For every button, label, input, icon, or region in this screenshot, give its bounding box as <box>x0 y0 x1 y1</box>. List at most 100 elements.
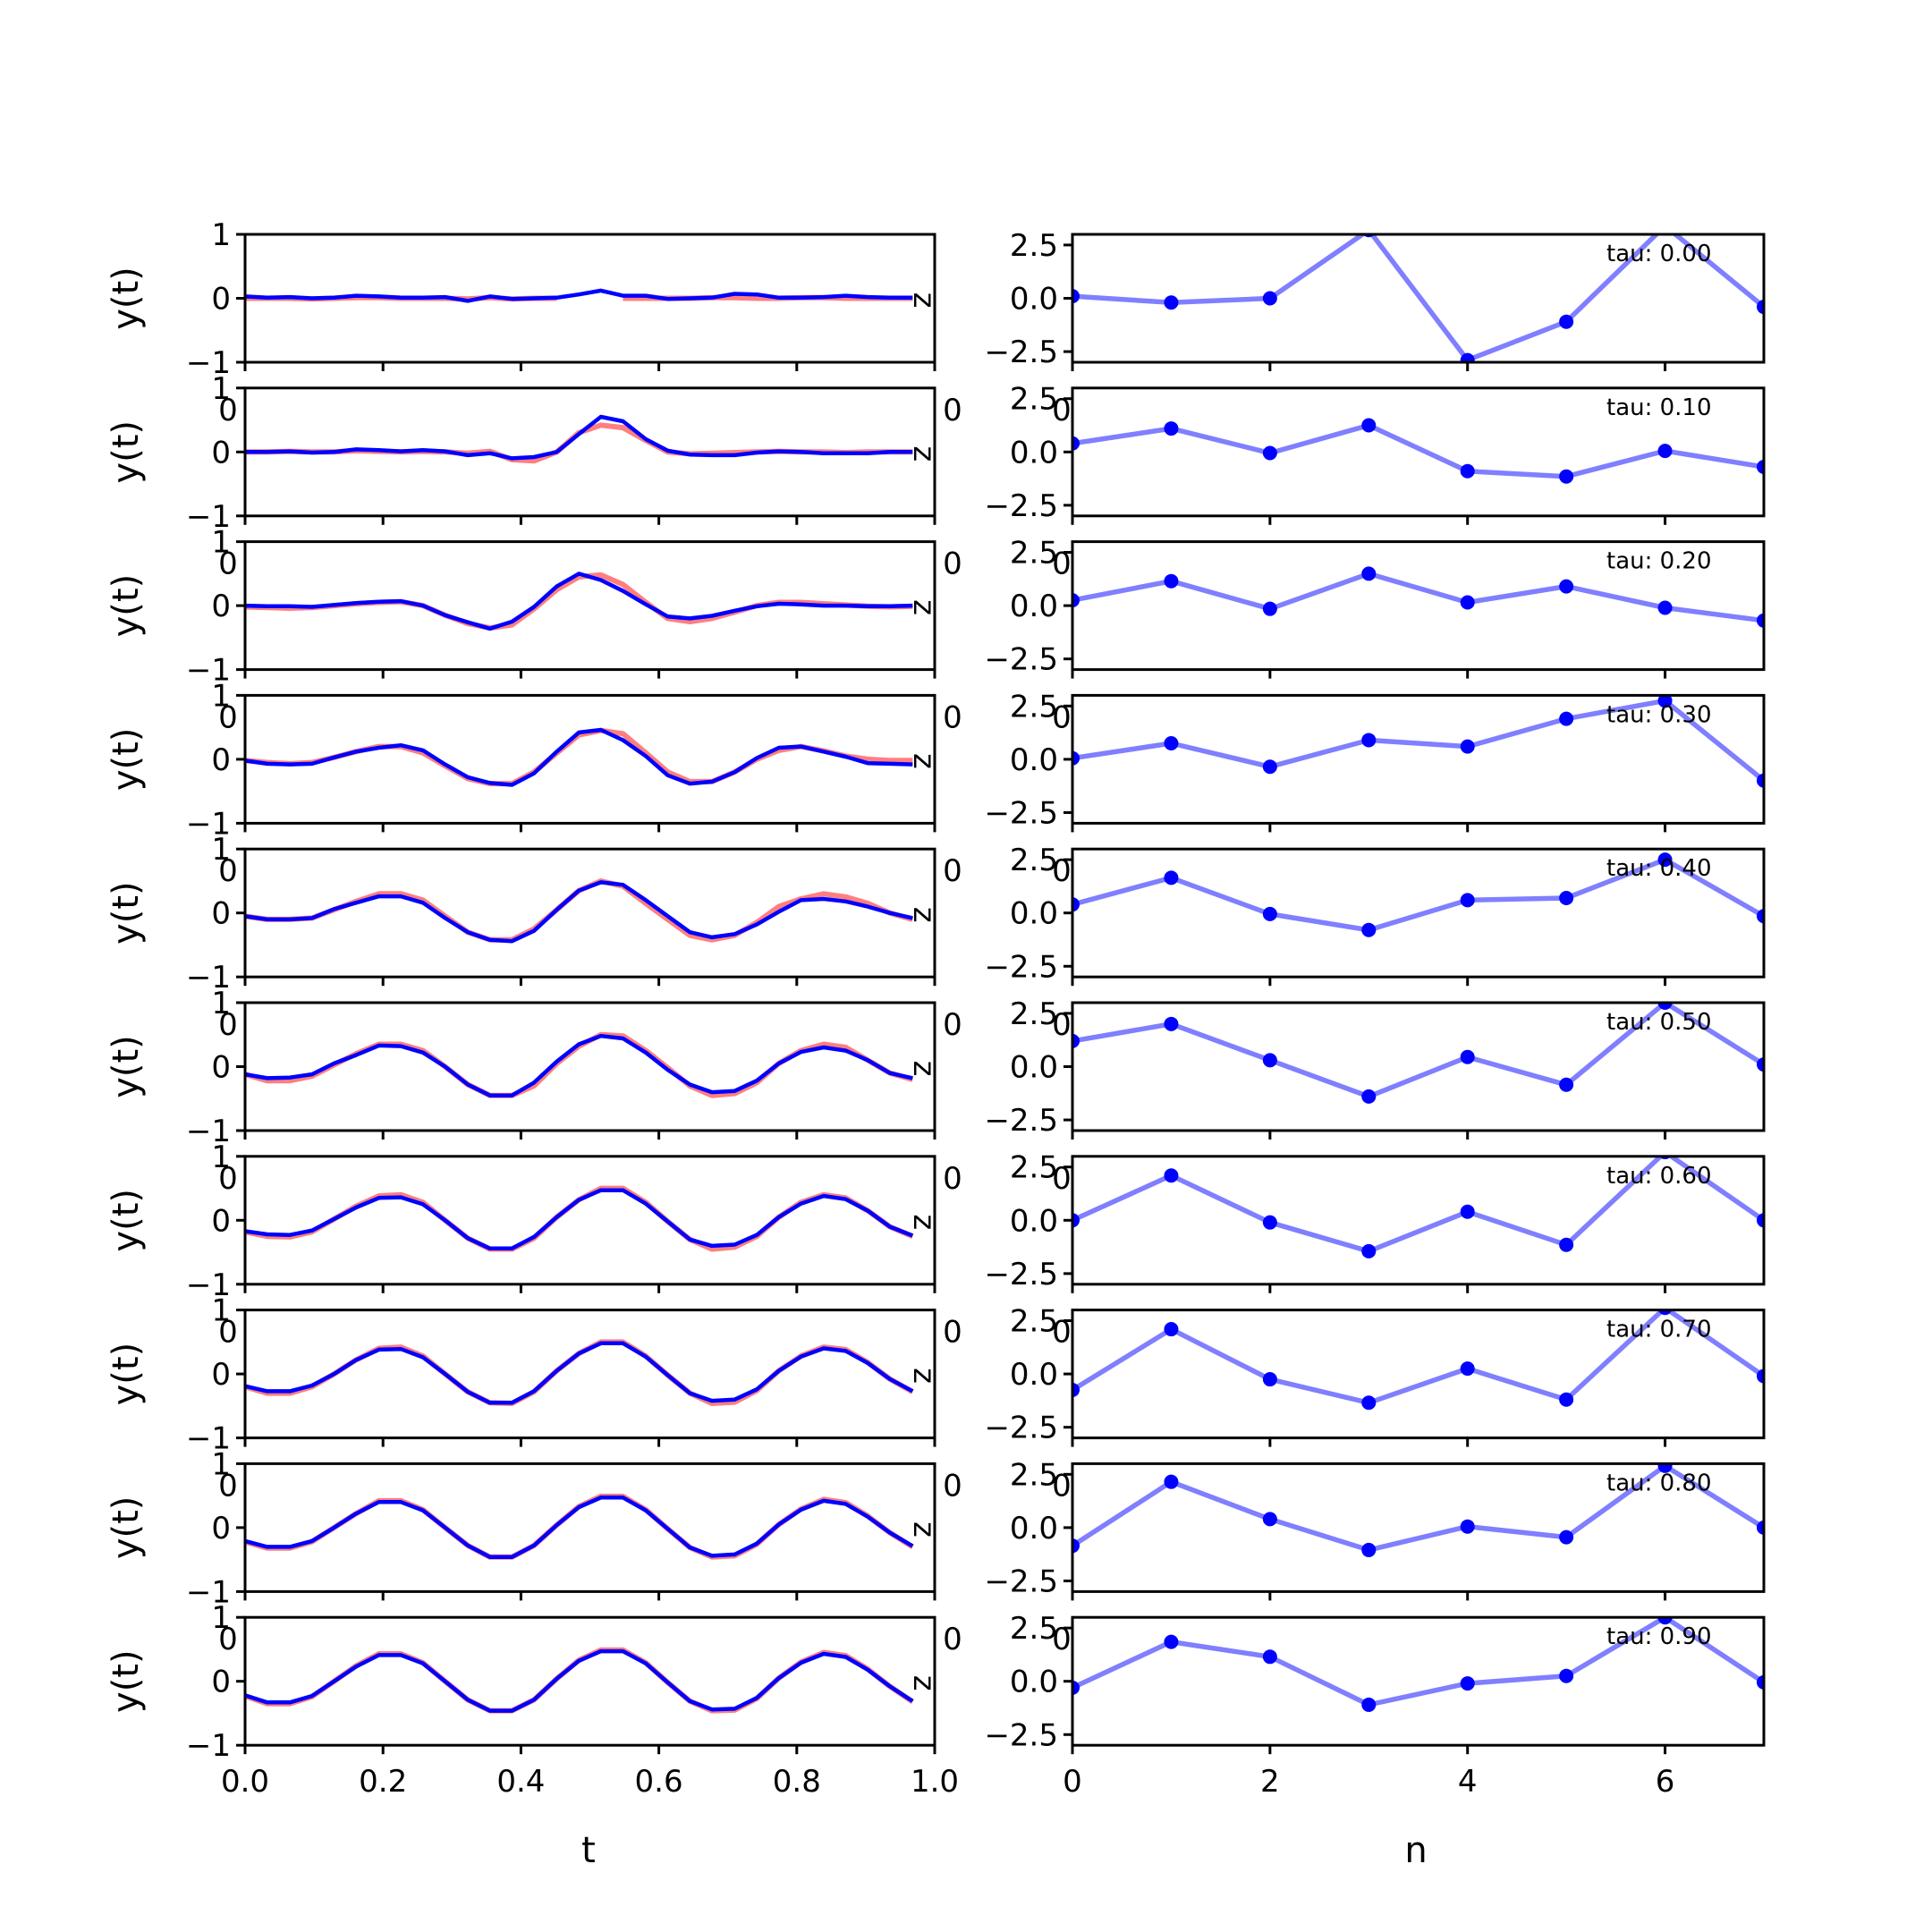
left-x-tick-label-3: 0.6 <box>635 1764 683 1800</box>
coefficient-point-1-3 <box>1361 418 1377 433</box>
right-panel-0: tau: 0.00 −2.5 0.0 2.5 <box>984 228 1766 371</box>
right-panel-4: tau: 0.40 −2.5 0.0 2.5 <box>984 843 1766 987</box>
coefficient-point-6-7 <box>1757 1213 1764 1228</box>
coefficient-point-3-6 <box>1657 695 1673 708</box>
left-y-tick-label-0-0: −1 <box>186 345 231 381</box>
coefficient-point-2-5 <box>1559 579 1574 594</box>
coefficient-point-1-6 <box>1657 444 1673 459</box>
series-line-blue-9 <box>245 1648 914 1713</box>
coefficient-line-1 <box>1072 422 1764 479</box>
coefficient-point-7-1 <box>1164 1322 1179 1337</box>
left-y-tick-label-6-1: 0 <box>211 1203 231 1239</box>
z-label-6: z <box>906 1214 942 1230</box>
right-y-tick-label-9-0: −2.5 <box>984 1717 1058 1753</box>
coefficient-line-6 <box>1072 1156 1764 1254</box>
left-y-tick-label-9-2: 1 <box>211 1600 231 1636</box>
left-x-tick-label-1: 0.2 <box>359 1764 407 1800</box>
left-y-axis-label-9: y(t) <box>106 1649 147 1713</box>
coefficient-point-2-4 <box>1460 595 1475 610</box>
series-line-blue-1 <box>245 414 913 461</box>
left-x-tick-label-4: 0.8 <box>773 1764 821 1800</box>
series-line-blue-8 <box>245 1496 914 1560</box>
z-label-2: z <box>906 599 942 615</box>
coefficient-point-9-2 <box>1262 1649 1277 1665</box>
coefficient-point-0-7 <box>1757 300 1764 315</box>
right-y-tick-label-5-0: −2.5 <box>984 1103 1058 1139</box>
coefficient-point-4-4 <box>1460 893 1475 908</box>
left-y-tick-label-7-1: 0 <box>211 1357 231 1393</box>
right-axes-background-7 <box>1071 1309 1766 1438</box>
coefficient-point-4-2 <box>1262 906 1277 921</box>
coefficient-point-3-7 <box>1757 773 1764 788</box>
coefficient-point-0-1 <box>1164 295 1179 310</box>
right-panel-7: tau: 0.70 −2.5 0.0 2.5 <box>984 1304 1766 1447</box>
left-y-axis-label-7: y(t) <box>106 1343 147 1406</box>
left-y-tick-label-8-2: 1 <box>211 1446 231 1482</box>
series-line-blue-2 <box>245 572 913 631</box>
left-y-tick-label-1-1: 0 <box>211 435 231 470</box>
left-y-axis-label-4: y(t) <box>106 881 147 945</box>
left-y-tick-label-3-2: 1 <box>211 678 231 714</box>
stray-tick-right-5: 0 <box>1052 1007 1072 1043</box>
left-y-tick-label-9-0: −1 <box>186 1728 231 1764</box>
stray-tick-right-6: 0 <box>1052 1161 1072 1197</box>
left-y-tick-label-2-0: −1 <box>186 653 231 689</box>
left-y-tick-label-7-2: 1 <box>211 1293 231 1329</box>
stray-tick-mid-1: 0 <box>943 393 962 428</box>
coefficient-point-7-4 <box>1460 1361 1475 1377</box>
left-y-tick-label-9-1: 0 <box>211 1665 231 1700</box>
stray-tick-right-3: 0 <box>1052 699 1072 735</box>
tau-label-0: tau: 0.00 <box>1606 241 1712 267</box>
stray-tick-mid-4: 0 <box>943 853 962 889</box>
left-y-axis-label-8: y(t) <box>106 1496 147 1560</box>
right-panel-6: tau: 0.60 −2.5 0.0 2.5 <box>984 1150 1766 1293</box>
right-panel-1: tau: 0.10 −2.5 0.0 2.5 <box>984 382 1766 525</box>
coefficient-point-0-5 <box>1559 314 1574 329</box>
coefficient-point-1-1 <box>1164 421 1179 436</box>
z-label-4: z <box>906 907 942 923</box>
coefficient-point-0-2 <box>1262 291 1277 306</box>
stray-tick-right-9: 0 <box>1052 1622 1072 1657</box>
z-label-8: z <box>906 1521 942 1538</box>
left-x-axis-label: t <box>581 1830 596 1871</box>
stray-tick-left-2: 0 <box>218 547 238 582</box>
stray-tick-mid-6: 0 <box>943 1161 962 1197</box>
left-y-tick-label-3-0: −1 <box>186 806 231 842</box>
right-y-tick-label-0-0: −2.5 <box>984 335 1058 370</box>
tau-label-3: tau: 0.30 <box>1606 701 1712 728</box>
tau-label-2: tau: 0.20 <box>1606 548 1712 575</box>
left-y-tick-label-0-2: 1 <box>211 217 231 253</box>
coefficient-point-7-0 <box>1072 1382 1080 1397</box>
stray-tick-mid-3: 0 <box>943 699 962 735</box>
series-line-blue-0 <box>245 288 913 303</box>
coefficient-point-4-5 <box>1559 891 1574 906</box>
stray-tick-right-4: 0 <box>1052 853 1072 889</box>
coefficient-point-0-4 <box>1460 352 1475 362</box>
right-x-tick-label-1: 2 <box>1260 1764 1280 1800</box>
coefficient-point-9-4 <box>1460 1676 1475 1691</box>
coefficient-point-5-7 <box>1757 1057 1764 1072</box>
coefficient-point-7-2 <box>1262 1372 1277 1387</box>
right-y-tick-label-5-2: 2.5 <box>1010 996 1058 1032</box>
tau-label-1: tau: 0.10 <box>1606 394 1712 421</box>
right-y-tick-label-7-1: 0.0 <box>1010 1357 1058 1393</box>
stray-tick-left-9: 0 <box>218 1622 238 1657</box>
coefficient-point-5-1 <box>1164 1016 1179 1031</box>
stray-tick-mid-9: 0 <box>943 1622 962 1657</box>
left-y-tick-label-8-1: 0 <box>211 1511 231 1546</box>
right-x-tick-label-2: 4 <box>1458 1764 1478 1800</box>
coefficient-point-9-6 <box>1657 1617 1673 1625</box>
coefficient-point-1-0 <box>1072 436 1080 451</box>
coefficient-point-1-4 <box>1460 463 1475 479</box>
left-y-tick-label-4-2: 1 <box>211 832 231 868</box>
stray-tick-left-1: 0 <box>218 393 238 428</box>
right-y-tick-label-4-1: 0.0 <box>1010 896 1058 932</box>
right-y-tick-label-5-1: 0.0 <box>1010 1050 1058 1086</box>
right-y-tick-label-3-0: −2.5 <box>984 795 1058 831</box>
